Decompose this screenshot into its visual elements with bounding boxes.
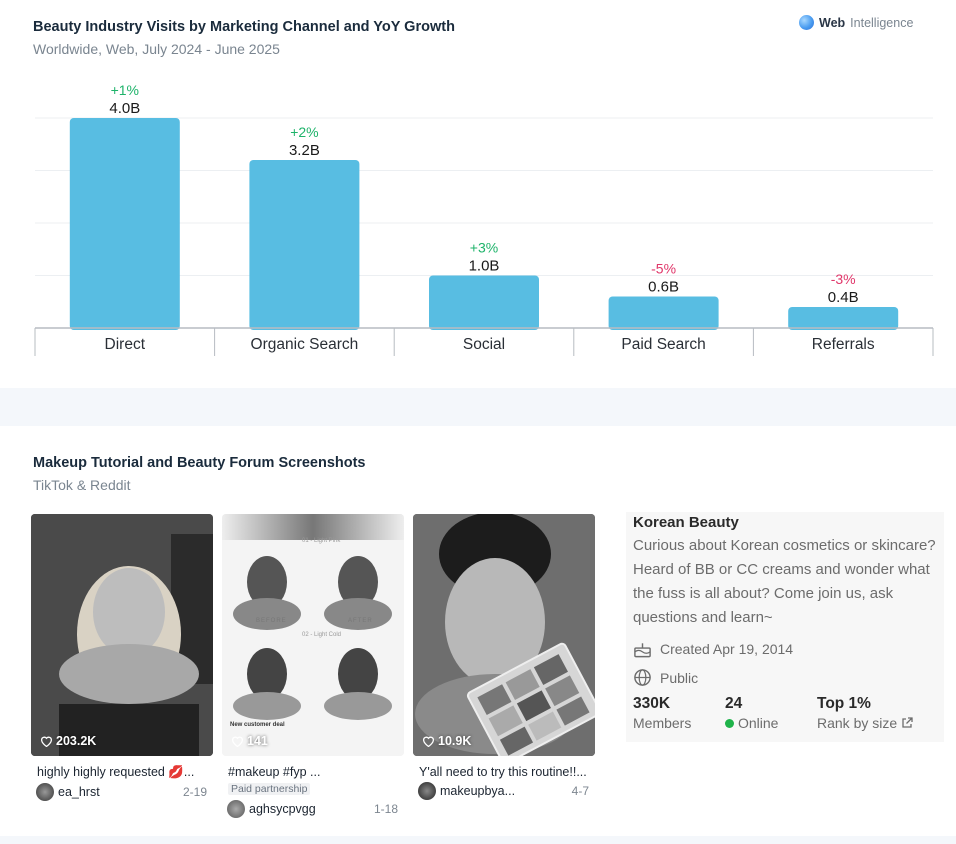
x-tick-label: Direct bbox=[105, 336, 146, 353]
bar-value-label: 3.2B bbox=[289, 142, 320, 159]
section-subtitle: TikTok & Reddit bbox=[33, 477, 131, 493]
bar-social bbox=[429, 275, 539, 330]
brand-name-bold: Web bbox=[819, 15, 846, 30]
video-caption: highly highly requested 💋... bbox=[37, 765, 195, 779]
cake-icon bbox=[634, 642, 651, 657]
thumb-label-light-cold: 02 - Light Cold bbox=[302, 632, 342, 638]
post-date: 2-19 bbox=[182, 785, 207, 799]
video-meta: makeupbya... 4-7 bbox=[413, 782, 595, 800]
online-label: Online bbox=[738, 715, 779, 731]
thumb-label-light-pink: 01 - Light Pink bbox=[302, 538, 341, 544]
bar-value-label: 0.6B bbox=[648, 279, 679, 296]
visibility-row: Public bbox=[633, 665, 944, 690]
chart-title: Beauty Industry Visits by Marketing Chan… bbox=[33, 19, 455, 35]
post-date: 1-18 bbox=[373, 802, 398, 816]
reddit-community-card[interactable]: Korean Beauty Curious about Korean cosme… bbox=[626, 512, 944, 742]
likes-value: 10.9K bbox=[438, 734, 472, 748]
likes-count: 10.9K bbox=[422, 734, 471, 748]
visibility-label: Public bbox=[660, 669, 699, 686]
likes-count: 203.2K bbox=[40, 734, 96, 748]
online-value: 24 bbox=[725, 695, 743, 712]
members-label: Members bbox=[633, 715, 692, 731]
paid-partnership-badge: Paid partnership bbox=[228, 783, 311, 795]
bar-organic-search bbox=[249, 160, 360, 330]
members-stat: 330K Members bbox=[633, 695, 725, 731]
video-thumbnail[interactable]: 10.9K bbox=[413, 514, 595, 756]
thumb-label-after: AFTER bbox=[348, 618, 373, 624]
likes-value: 203.2K bbox=[56, 734, 97, 748]
avatar[interactable] bbox=[418, 782, 436, 800]
video-thumbnail[interactable]: 01 - Light Pink BEFORE AFTER 02 - Light … bbox=[222, 514, 404, 756]
thumb-label-deal: New customer deal bbox=[230, 722, 285, 728]
x-tick-label: Referrals bbox=[812, 336, 875, 353]
globe-icon bbox=[634, 669, 651, 686]
tiktok-tile-3[interactable]: 10.9K Y'all need to try this routine!!..… bbox=[413, 514, 595, 800]
heart-icon bbox=[40, 736, 53, 747]
bar-paid-search bbox=[608, 296, 719, 330]
username[interactable]: makeupbya... bbox=[440, 784, 516, 798]
video-caption: Y'all need to try this routine!!... bbox=[419, 765, 587, 779]
video-meta: ea_hrst 2-19 bbox=[31, 783, 213, 801]
brand-icon bbox=[799, 15, 814, 30]
created-row: Created Apr 19, 2014 bbox=[633, 636, 944, 661]
community-name[interactable]: Korean Beauty bbox=[633, 514, 739, 531]
x-tick-label: Social bbox=[463, 336, 505, 353]
section-title: Makeup Tutorial and Beauty Forum Screens… bbox=[33, 455, 366, 471]
thumb-label-before: BEFORE bbox=[256, 618, 287, 624]
bar-direct bbox=[69, 118, 180, 330]
community-description: Curious about Korean cosmetics or skinca… bbox=[633, 537, 936, 626]
bar-chart: 4.0B +1% Direct 3.2B +2% Organic Search 1.0B +3… bbox=[34, 82, 934, 356]
thumbnail-image bbox=[31, 514, 213, 756]
username[interactable]: aghsycpvgg bbox=[249, 802, 316, 816]
bottom-divider bbox=[0, 836, 956, 844]
brand-name-light: Intelligence bbox=[850, 15, 914, 30]
likes-value: 141 bbox=[247, 734, 268, 748]
rank-value: Top 1% bbox=[817, 695, 871, 712]
bar-referrals bbox=[788, 307, 899, 330]
video-thumbnail[interactable]: 203.2K bbox=[31, 514, 213, 756]
x-tick-label: Organic Search bbox=[251, 336, 359, 353]
rank-label-row[interactable]: Rank by size bbox=[817, 715, 937, 731]
created-date: Created Apr 19, 2014 bbox=[660, 640, 794, 657]
x-tick-label: Paid Search bbox=[621, 336, 705, 353]
external-link-icon[interactable] bbox=[901, 717, 913, 729]
thumbnail-image bbox=[222, 514, 404, 756]
chart-subtitle: Worldwide, Web, July 2024 - June 2025 bbox=[33, 41, 280, 57]
growth-label: +3% bbox=[470, 240, 498, 256]
likes-count: 141 bbox=[231, 734, 268, 748]
online-stat: 24 Online bbox=[725, 695, 817, 731]
video-meta: aghsycpvgg 1-18 bbox=[222, 800, 404, 818]
rank-stat[interactable]: Top 1% Rank by size bbox=[817, 695, 937, 731]
avatar[interactable] bbox=[227, 800, 245, 818]
online-dot-icon bbox=[725, 718, 734, 728]
growth-label: -3% bbox=[831, 271, 856, 287]
growth-label: +2% bbox=[290, 124, 318, 140]
avatar[interactable] bbox=[36, 783, 54, 801]
rank-label: Rank by size bbox=[817, 715, 898, 731]
tiktok-tile-2[interactable]: 01 - Light Pink BEFORE AFTER 02 - Light … bbox=[222, 514, 404, 818]
bar-value-label: 1.0B bbox=[469, 258, 500, 275]
members-value: 330K bbox=[633, 695, 671, 712]
heart-icon bbox=[422, 736, 435, 747]
online-label-row: Online bbox=[725, 715, 817, 731]
brand-logo: Web Intelligence bbox=[799, 15, 913, 30]
growth-label: -5% bbox=[651, 261, 676, 277]
tiktok-tile-1[interactable]: 203.2K highly highly requested 💋... ea_h… bbox=[31, 514, 213, 801]
section-divider bbox=[0, 388, 956, 426]
heart-icon bbox=[231, 736, 244, 747]
post-date: 4-7 bbox=[571, 784, 589, 798]
bar-value-label: 4.0B bbox=[109, 100, 140, 117]
growth-label: +1% bbox=[111, 82, 139, 98]
community-stats: 330K Members 24 Online Top 1% Rank by si… bbox=[633, 695, 944, 731]
username[interactable]: ea_hrst bbox=[58, 785, 100, 799]
video-caption: #makeup #fyp ... bbox=[228, 765, 321, 779]
bar-value-label: 0.4B bbox=[828, 289, 859, 306]
thumbnail-image bbox=[413, 514, 595, 756]
chart-card: Beauty Industry Visits by Marketing Chan… bbox=[0, 0, 956, 388]
